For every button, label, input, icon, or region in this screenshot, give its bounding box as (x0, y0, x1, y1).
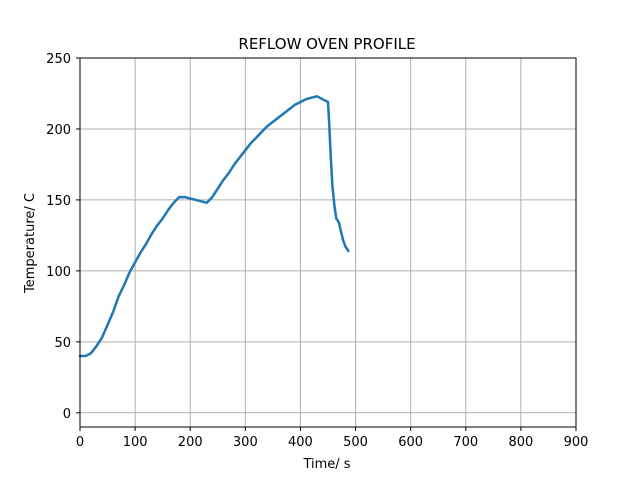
y-tick-label: 150 (46, 194, 71, 209)
x-tick-label: 600 (398, 435, 423, 450)
x-tick-label: 900 (564, 435, 589, 450)
series-line (78, 95, 350, 358)
y-tick-label: 200 (46, 123, 71, 138)
y-tick-label: 250 (46, 52, 71, 67)
x-tick-label: 500 (343, 435, 368, 450)
x-tick-label: 0 (76, 435, 84, 450)
x-tick-label: 400 (288, 435, 313, 450)
x-tick-label: 700 (453, 435, 478, 450)
x-tick-label: 300 (233, 435, 258, 450)
x-tick-label: 800 (508, 435, 533, 450)
y-tick-label: 100 (46, 265, 71, 280)
plot-frame (79, 57, 577, 428)
series-layer (78, 95, 350, 358)
axes (79, 57, 577, 428)
y-tick-label: 50 (54, 336, 71, 351)
chart-title: REFLOW OVEN PROFILE (238, 35, 415, 53)
y-axis-label: Temperature/ C (23, 193, 38, 294)
x-tick-label: 100 (123, 435, 148, 450)
grid (79, 57, 577, 427)
x-tick-label: 200 (178, 435, 203, 450)
x-axis-label: Time/ s (302, 457, 350, 472)
y-tick-label: 0 (63, 407, 71, 422)
ticks: 0 100 200 300 400 500 600 700 800 900 0 50 100 150 200… (46, 52, 588, 450)
